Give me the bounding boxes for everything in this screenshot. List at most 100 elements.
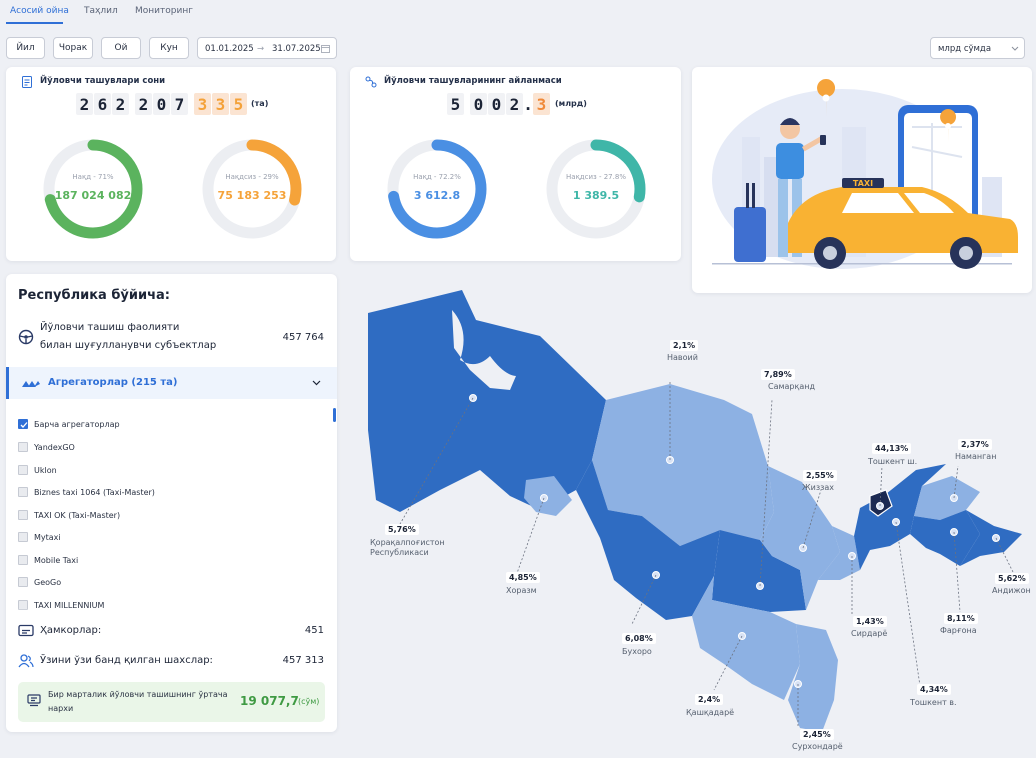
region-name-fergana: Фарғона xyxy=(940,626,977,635)
region-samarkand[interactable] xyxy=(712,530,806,612)
aggregator-option[interactable]: Mytaxi xyxy=(18,530,61,544)
noncash-label: Нақдсиз - 29% xyxy=(225,173,279,181)
checkbox[interactable] xyxy=(18,577,28,587)
region-pct-syrdarya: 1,43% xyxy=(853,616,887,627)
region-pct-surkhandarya: 2,45% xyxy=(800,729,834,740)
period-quarter-button[interactable]: Чорак xyxy=(53,37,93,59)
checkbox[interactable] xyxy=(18,510,28,520)
counter-unit: (та) xyxy=(251,99,269,108)
leader-lines xyxy=(399,380,1015,728)
counter-digit: 7 xyxy=(171,93,188,115)
chevron-down-icon[interactable] xyxy=(312,380,321,386)
region-karakalpakstan[interactable] xyxy=(368,290,606,512)
taxi-illustration-card: TAXI xyxy=(692,67,1032,293)
arrow-right-icon: → xyxy=(257,44,265,54)
region-name-syrdarya: Сирдарё xyxy=(851,629,888,638)
region-navoi[interactable] xyxy=(592,384,774,546)
partners-label: Ҳамкорлар: xyxy=(40,625,102,636)
counter-digit: 2 xyxy=(76,93,93,115)
taxi-sign-text: TAXI xyxy=(853,179,873,188)
checkbox-checked[interactable] xyxy=(18,419,28,429)
aggregator-option[interactable]: Uklon xyxy=(18,463,57,477)
checkbox[interactable] xyxy=(18,465,28,475)
average-price-value: 19 077,7 xyxy=(240,694,299,708)
period-year-button[interactable]: Йил xyxy=(6,37,45,59)
region-name-navoi: Навоий xyxy=(667,353,698,362)
period-day-button[interactable]: Кун xyxy=(149,37,189,59)
selfemployed-label: Ўзини ўзи банд қилган шахслар: xyxy=(40,655,213,666)
region-surkhandarya[interactable] xyxy=(788,624,838,732)
counter-decimal-point: . xyxy=(523,94,533,114)
list-fade xyxy=(6,608,337,618)
checkbox[interactable] xyxy=(18,487,28,497)
aggregator-option[interactable]: GeoGo xyxy=(18,575,61,589)
aggregator-option-label: Uklon xyxy=(34,465,57,475)
noncash-value: 75 183 253 xyxy=(217,189,287,202)
region-andijan[interactable] xyxy=(960,510,1022,566)
region-pct-tashkent-city: 44,13% xyxy=(872,443,912,454)
region-namangan[interactable] xyxy=(914,476,980,520)
subjects-value: 457 764 xyxy=(282,332,324,343)
aggregators-dropdown[interactable] xyxy=(6,367,337,399)
turnover-cash-label: Нақд - 72.2% xyxy=(413,173,461,181)
counter-digit: 0 xyxy=(470,93,487,115)
partners-value: 451 xyxy=(304,625,324,636)
region-khorezm[interactable] xyxy=(524,476,572,516)
region-name-andijan: Андижон xyxy=(992,586,1031,595)
average-price-label-line2: нархи xyxy=(48,704,74,713)
region-bukhara[interactable] xyxy=(576,460,720,620)
date-range-picker[interactable]: 01.01.2025 → 31.07.2025 xyxy=(197,37,337,59)
tab-analysis[interactable]: Таҳлил xyxy=(84,6,118,16)
unit-select[interactable]: млрд сўмда xyxy=(930,37,1025,59)
subjects-label-line2: билан шуғулланувчи субъектлар xyxy=(40,340,217,351)
region-jizzakh[interactable] xyxy=(760,466,840,610)
turnover-noncash-label: Нақдсиз - 27.8% xyxy=(566,173,626,181)
region-tashkent-region[interactable] xyxy=(854,464,946,570)
active-tab-indicator xyxy=(6,22,63,24)
aggregator-option[interactable]: Mobile Taxi xyxy=(18,553,78,567)
counter-digit: 6 xyxy=(94,93,111,115)
cash-arc xyxy=(43,139,143,239)
aral-sea xyxy=(452,310,516,390)
counter-digit: 0 xyxy=(488,93,505,115)
region-pct-kashkadarya: 2,4% xyxy=(695,694,724,705)
cash-label: Нақд - 71% xyxy=(72,173,114,181)
aggregator-option[interactable]: TAXI OK (Taxi-Master) xyxy=(18,508,120,522)
aggregator-option-label: Mobile Taxi xyxy=(34,555,79,565)
checkbox[interactable] xyxy=(18,555,28,565)
users-icon xyxy=(18,654,34,668)
date-from: 01.01.2025 xyxy=(205,44,254,54)
aggregator-option-label: GeoGo xyxy=(34,577,62,587)
tab-main[interactable]: Асосий ойна xyxy=(10,6,69,16)
period-month-button[interactable]: Ой xyxy=(101,37,141,59)
aggregator-option[interactable]: Барча агрегаторлар xyxy=(18,417,120,431)
aggregator-option-label: Biznes taxi 1064 (Taxi-Master) xyxy=(34,487,155,497)
region-name-namangan: Наманган xyxy=(955,452,997,461)
checkbox[interactable] xyxy=(18,532,28,542)
region-fergana[interactable] xyxy=(910,510,980,566)
noncash-donut-chart xyxy=(202,139,302,239)
check-icon xyxy=(20,422,28,428)
turnover-cash-value: 3 612.8 xyxy=(413,189,461,202)
turnover-cash-arc xyxy=(387,139,487,239)
region-syrdarya[interactable] xyxy=(818,526,860,580)
regions-map xyxy=(368,290,1022,732)
noncash-arc xyxy=(202,139,302,239)
counter-digit: 5 xyxy=(230,93,247,115)
tab-monitoring[interactable]: Мониторинг xyxy=(135,6,193,16)
selfemployed-value: 457 313 xyxy=(282,655,324,666)
counter-digit: 2 xyxy=(506,93,523,115)
aggregator-option[interactable]: YandexGO xyxy=(18,440,75,454)
counter-digit: 3 xyxy=(194,93,211,115)
aggregator-option[interactable]: Biznes taxi 1064 (Taxi-Master) xyxy=(18,485,155,499)
document-icon xyxy=(22,76,32,88)
aggregators-scrollbar[interactable] xyxy=(333,408,336,422)
checkbox[interactable] xyxy=(18,442,28,452)
region-kashkadarya[interactable] xyxy=(692,576,800,700)
region-pct-jizzakh: 2,55% xyxy=(803,470,837,481)
unit-select-value: млрд сўмда xyxy=(938,44,992,54)
aggregator-option-label: Барча агрегаторлар xyxy=(34,419,120,429)
region-name-surkhandarya: Сурхондарё xyxy=(792,742,843,751)
main-tabs: Асосий ойна Таҳлил Мониторинг xyxy=(0,0,1036,26)
aggregator-option-label: TAXI OK (Taxi-Master) xyxy=(34,510,121,520)
